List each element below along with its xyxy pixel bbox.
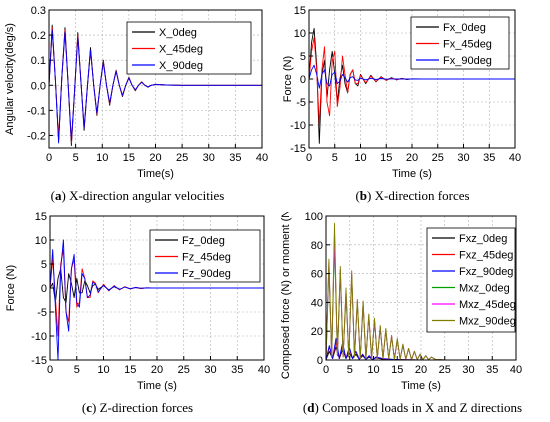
- panel-b-x-tick-label: 25: [432, 152, 444, 164]
- panel-a-x-tick-label: 5: [73, 152, 79, 164]
- panel-d-x-tick-label: 0: [323, 364, 329, 376]
- panel-a-y-tick-label: 0.3: [31, 5, 46, 17]
- panel-c-y-tick-label: 15: [35, 212, 47, 223]
- panel-c-x-tick-label: 30: [204, 364, 216, 376]
- panel-a-x-tick-label: 35: [229, 152, 241, 164]
- panel-d-legend-box: [426, 227, 516, 333]
- panel-a-x-tick-label: 40: [256, 152, 268, 164]
- panel-b-y-tick-label: -5: [296, 97, 306, 109]
- panel-c-x-tick-label: 15: [124, 364, 136, 376]
- panel-a-y-axis-label: Angular velocity(deg/s): [4, 23, 16, 135]
- panel-c-x-tick-label: 35: [231, 364, 243, 376]
- panel-d-x-axis-label: Time (s): [401, 380, 441, 392]
- panel-b-x-tick-label: 15: [380, 152, 392, 164]
- panel-d-legend-label-Mxz_90deg: Mxz_90deg: [459, 316, 516, 328]
- panel-d-x-tick-label: 15: [391, 364, 403, 376]
- panel-d-legend-label-Fxz_45deg: Fxz_45deg: [459, 250, 513, 262]
- panel-d-y-tick-label: 100: [305, 212, 323, 223]
- panel-a-y-tick-label: -0.1: [27, 105, 46, 117]
- panel-d-legend-label-Mxz_45deg: Mxz_45deg: [459, 299, 516, 311]
- panel-b-x-tick-label: 35: [483, 152, 495, 164]
- panel-b-x-tick-label: 0: [306, 152, 312, 164]
- panel-c-legend-label-Fz_90deg: Fz_90deg: [182, 268, 231, 280]
- panel-a-x-tick-label: 0: [46, 152, 52, 164]
- panel-d-x-tick-label: 25: [439, 364, 451, 376]
- panel-a-x-tick-label: 20: [149, 152, 161, 164]
- panel-b-legend-label-Fx_90deg: Fx_90deg: [443, 55, 492, 67]
- panel-b-y-tick-label: 10: [294, 28, 306, 40]
- panel-d-x-tick-label: 20: [415, 364, 427, 376]
- panel-d-legend-label-Mxz_0deg: Mxz_0deg: [459, 283, 510, 295]
- caption-a: (a) X-direction angular velocities: [50, 188, 225, 203]
- panel-c-x-tick-label: 5: [74, 364, 80, 376]
- panel-b-x-tick-label: 20: [406, 152, 418, 164]
- panel-c-y-tick-label: 5: [41, 259, 47, 271]
- panel-b-legend-label-Fx_0deg: Fx_0deg: [443, 22, 486, 34]
- panel-d-y-tick-label: 40: [311, 297, 323, 309]
- panel-a-x-axis-label: Time(s): [137, 168, 174, 180]
- panel-d-y-tick-label: 80: [311, 240, 323, 252]
- panel-a-legend-label-X_90deg: X_90deg: [159, 60, 203, 72]
- panel-a-x-tick-label: 25: [176, 152, 188, 164]
- panel-c-y-tick-label: -5: [37, 307, 47, 319]
- panel-d-x-tick-label: 5: [347, 364, 353, 376]
- panel-d-legend-label-Fxz_0deg: Fxz_0deg: [459, 233, 507, 245]
- panel-c-series-line-Fz_90deg: [49, 239, 264, 361]
- panel-c-x-tick-label: 0: [47, 364, 53, 376]
- panel-d-x-tick-label: 10: [367, 364, 379, 376]
- panel-c-x-tick-label: 40: [258, 364, 270, 376]
- panel-d-series-line-Mxz_90deg: [325, 222, 516, 361]
- panel-a-y-tick-label: 0.0: [31, 80, 46, 92]
- panel-c-y-axis-label: Force (N): [5, 265, 17, 311]
- chart-panel-a: 0 5 10 15 20 25 30 35 40 -0.2 -0.1 0.0 0.1 0.2 0.3 Time…: [4, 5, 268, 180]
- panel-a-y-tick-label: 0.1: [31, 55, 46, 67]
- panel-d-x-tick-label: 30: [462, 364, 474, 376]
- panel-a-series-line-X_90deg: [48, 29, 262, 144]
- caption-b: (b) X-direction forces: [355, 188, 470, 203]
- panel-a-legend-label-X_0deg: X_0deg: [159, 27, 197, 39]
- panel-d-y-tick-label: 20: [311, 326, 323, 338]
- panel-c-x-tick-label: 10: [97, 364, 109, 376]
- panel-c-y-tick-label: -10: [31, 331, 47, 343]
- panel-b-y-tick-label: 5: [300, 51, 306, 63]
- panel-a-y-tick-label: 0.2: [31, 30, 46, 42]
- panel-d-x-tick-label: 40: [510, 364, 522, 376]
- panel-b-legend-label-Fx_45deg: Fx_45deg: [443, 39, 492, 51]
- panel-b-y-tick-label: 0: [300, 74, 306, 86]
- panel-a-x-tick-label: 15: [123, 152, 135, 164]
- panel-b-x-tick-label: 40: [509, 152, 521, 164]
- panel-b-x-tick-label: 5: [332, 152, 338, 164]
- panel-c-x-tick-label: 20: [151, 364, 163, 376]
- panel-a-legend-label-X_45deg: X_45deg: [159, 44, 203, 56]
- panel-a-y-tick-label: -0.2: [27, 130, 46, 142]
- caption-c: (c) Z-direction forces: [81, 400, 194, 415]
- panel-b-y-axis-label: Force (N): [282, 56, 294, 102]
- panel-d-legend-label-Fxz_90deg: Fxz_90deg: [459, 266, 513, 278]
- caption-d: (d) Composed loads in X and Z directions: [302, 400, 523, 415]
- panel-b-x-tick-label: 10: [354, 152, 366, 164]
- panel-c-y-tick-label: 10: [35, 235, 47, 247]
- panel-a-x-tick-label: 10: [96, 152, 108, 164]
- panel-c-y-tick-label: -15: [31, 355, 47, 367]
- panel-d-y-axis-label: Composed force (N) or moment (Nm): [280, 212, 292, 379]
- panel-b-x-axis-label: Time (s): [392, 168, 432, 180]
- chart-panel-d: 0 5 10 15 20 25 30 35 40 0 20 40 60 80 100 Time (s) Comp…: [280, 212, 522, 392]
- panel-b-y-tick-label: 15: [294, 5, 306, 17]
- panel-d-y-tick-label: 0: [317, 355, 323, 367]
- panel-b-y-tick-label: -15: [290, 143, 306, 155]
- panel-d-y-tick-label: 60: [311, 269, 323, 281]
- panel-c-x-tick-label: 25: [178, 364, 190, 376]
- panel-c-legend-label-Fz_0deg: Fz_0deg: [182, 235, 225, 247]
- panel-b-y-tick-label: -10: [290, 120, 306, 132]
- panel-d-x-tick-label: 35: [486, 364, 498, 376]
- panel-a-x-tick-label: 30: [203, 152, 215, 164]
- panel-c-x-axis-label: Time (s): [137, 380, 177, 392]
- panel-c-legend-label-Fz_45deg: Fz_45deg: [182, 252, 231, 264]
- panel-b-series-line-Fx_90deg: [308, 64, 515, 89]
- panel-b-x-tick-label: 30: [457, 152, 469, 164]
- panel-c-y-tick-label: 0: [41, 283, 47, 295]
